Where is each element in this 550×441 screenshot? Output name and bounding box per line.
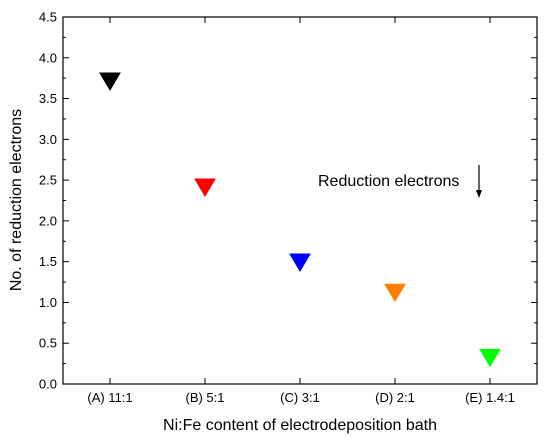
y-tick-label: 1.5 [39,254,57,269]
y-axis-title: No. of reduction electrons [8,109,25,291]
y-tick-label: 0.0 [39,377,57,392]
data-point [384,283,406,303]
axes: 0.0 0.5 1.0 1.5 2.0 2.5 3.0 3.5 4.0 4.5 (A) 11:1 (B… [39,10,537,405]
y-tick-label: 1.0 [39,295,57,310]
data-point [194,178,216,197]
y-tick-label: 2.0 [39,213,57,228]
x-tick-label: (A) 11:1 [87,390,132,405]
x-tick-label: (B) 5:1 [185,390,224,405]
data-point [479,348,501,368]
x-tick-label: (D) 2:1 [375,390,415,405]
x-tick-label: (E) 1.4:1 [465,390,515,405]
x-tick-label: (C) 3:1 [280,390,320,405]
data-points [99,72,501,368]
data-point [289,253,311,273]
y-tick-label: 4.0 [39,50,57,65]
y-tick-label: 4.5 [39,10,57,25]
y-tick-label: 3.0 [39,132,57,147]
x-axis-title: Ni:Fe content of electrodeposition bath [163,417,437,434]
y-tick-label: 0.5 [39,336,57,351]
plot-area [62,16,538,385]
annotation-label: Reduction electrons [318,173,459,190]
y-tick-label: 2.5 [39,173,57,188]
data-point [99,72,121,91]
annotation-arrow-icon [476,165,482,198]
y-tick-label: 3.5 [39,91,57,106]
plot-frame [62,16,538,385]
